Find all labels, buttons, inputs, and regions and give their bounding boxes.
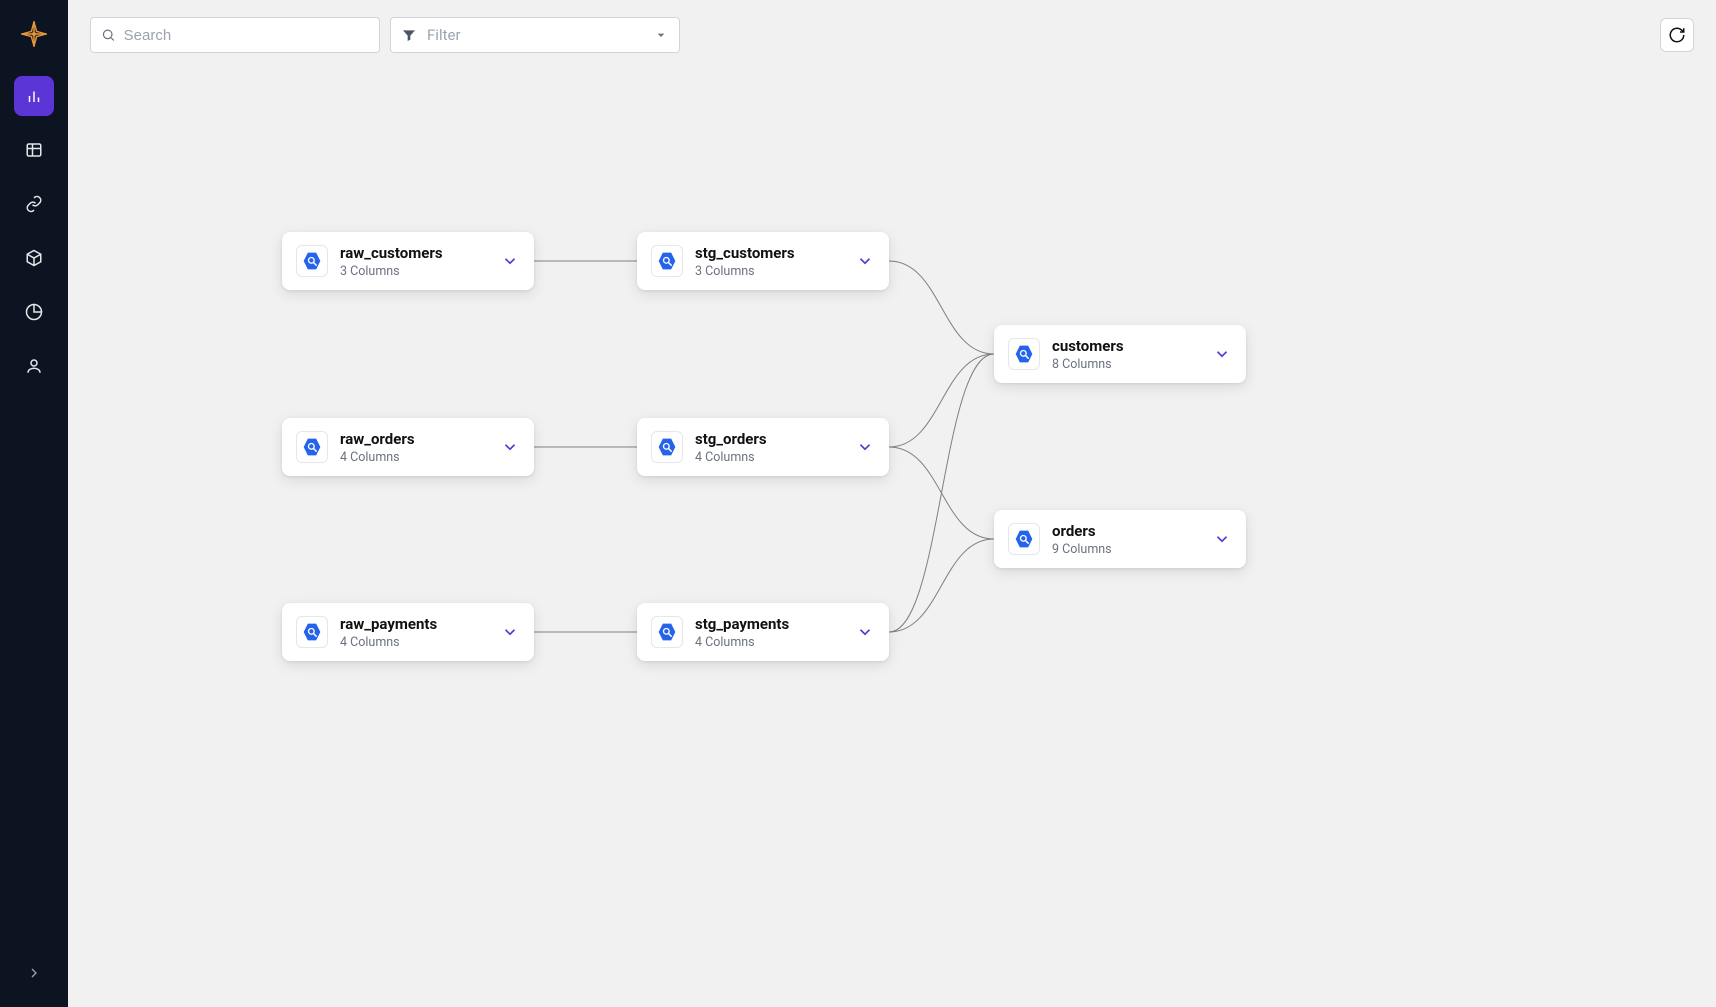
link-icon [25, 195, 43, 213]
sidebar-expand-button[interactable] [14, 953, 54, 993]
bigquery-icon [651, 616, 683, 648]
bigquery-icon [296, 431, 328, 463]
edge-stg_payments-to-orders [889, 539, 994, 632]
node-subtitle: 3 Columns [340, 264, 488, 279]
node-expand-button[interactable] [855, 622, 875, 642]
user-icon [25, 357, 43, 375]
bar-chart-icon [25, 87, 43, 105]
chevron-down-icon [856, 438, 874, 456]
node-title: stg_payments [695, 615, 843, 633]
bigquery-icon [296, 616, 328, 648]
filter-icon [401, 27, 417, 43]
node-subtitle: 4 Columns [340, 450, 488, 465]
node-subtitle: 4 Columns [695, 635, 843, 650]
filter-label: Filter [427, 26, 461, 44]
lineage-node-raw_orders[interactable]: raw_orders 4 Columns [282, 418, 534, 476]
lineage-node-orders[interactable]: orders 9 Columns [994, 510, 1246, 568]
node-expand-button[interactable] [500, 622, 520, 642]
refresh-button[interactable] [1660, 18, 1694, 52]
node-title: stg_orders [695, 430, 843, 448]
node-expand-button[interactable] [1212, 344, 1232, 364]
edge-stg_orders-to-customers [889, 354, 994, 447]
table-icon [25, 141, 43, 159]
node-subtitle: 3 Columns [695, 264, 843, 279]
node-expand-button[interactable] [1212, 529, 1232, 549]
search-icon [101, 27, 116, 43]
lineage-node-stg_orders[interactable]: stg_orders 4 Columns [637, 418, 889, 476]
node-title: orders [1052, 522, 1200, 540]
sidebar-item-user[interactable] [14, 346, 54, 386]
pie-icon [25, 303, 43, 321]
sidebar-item-tables[interactable] [14, 130, 54, 170]
sidebar-item-links[interactable] [14, 184, 54, 224]
node-subtitle: 4 Columns [340, 635, 488, 650]
lineage-node-customers[interactable]: customers 8 Columns [994, 325, 1246, 383]
sidebar [0, 0, 68, 1007]
chevron-right-icon [26, 965, 42, 981]
search-input[interactable] [124, 27, 369, 44]
node-subtitle: 8 Columns [1052, 357, 1200, 372]
bigquery-icon [1008, 338, 1040, 370]
bigquery-icon [1008, 523, 1040, 555]
lineage-node-stg_payments[interactable]: stg_payments 4 Columns [637, 603, 889, 661]
cube-icon [25, 249, 43, 267]
node-title: raw_orders [340, 430, 488, 448]
filter-dropdown[interactable]: Filter [390, 17, 680, 53]
node-expand-button[interactable] [855, 251, 875, 271]
node-expand-button[interactable] [500, 251, 520, 271]
sidebar-item-pie[interactable] [14, 292, 54, 332]
lineage-edges-layer [68, 0, 1716, 1007]
sidebar-item-cube[interactable] [14, 238, 54, 278]
chevron-down-icon [1213, 345, 1231, 363]
chevron-down-icon [501, 623, 519, 641]
app-logo [14, 14, 54, 54]
bigquery-icon [651, 245, 683, 277]
node-title: stg_customers [695, 244, 843, 262]
topbar: Filter [68, 0, 1716, 70]
chevron-down-icon [1213, 530, 1231, 548]
bigquery-icon [651, 431, 683, 463]
edge-stg_customers-to-customers [889, 261, 994, 354]
chevron-down-icon [856, 252, 874, 270]
node-title: raw_payments [340, 615, 488, 633]
node-expand-button[interactable] [500, 437, 520, 457]
chevron-down-icon [501, 438, 519, 456]
chevron-down-icon [501, 252, 519, 270]
edge-stg_payments-to-customers [889, 354, 994, 632]
node-title: customers [1052, 337, 1200, 355]
node-subtitle: 9 Columns [1052, 542, 1200, 557]
node-expand-button[interactable] [855, 437, 875, 457]
compass-icon [20, 20, 48, 48]
edge-stg_orders-to-orders [889, 447, 994, 539]
lineage-node-raw_payments[interactable]: raw_payments 4 Columns [282, 603, 534, 661]
bigquery-icon [296, 245, 328, 277]
refresh-icon [1668, 26, 1686, 44]
caret-down-icon [653, 27, 669, 43]
search-box[interactable] [90, 17, 380, 53]
lineage-node-stg_customers[interactable]: stg_customers 3 Columns [637, 232, 889, 290]
lineage-node-raw_customers[interactable]: raw_customers 3 Columns [282, 232, 534, 290]
chevron-down-icon [856, 623, 874, 641]
sidebar-item-lineage[interactable] [14, 76, 54, 116]
node-title: raw_customers [340, 244, 488, 262]
lineage-canvas[interactable]: raw_customers 3 Columns raw_orders 4 Column… [68, 0, 1716, 1007]
node-subtitle: 4 Columns [695, 450, 843, 465]
